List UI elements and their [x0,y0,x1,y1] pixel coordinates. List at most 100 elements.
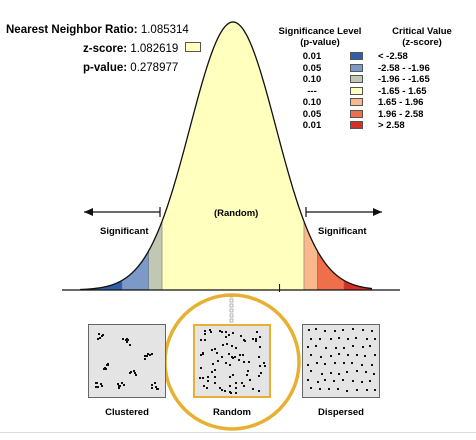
pattern-point [255,338,258,341]
pattern-point [227,353,230,356]
pattern-point [351,328,354,330]
p-value-row: p-value: 0.278977 [83,58,178,78]
pattern-point [232,357,235,360]
pattern-point [206,379,209,382]
nnr-value: 1.085314 [140,24,189,36]
pattern-point [309,387,312,390]
pattern-point [150,386,153,389]
pattern-point [258,345,261,348]
pattern-point [121,382,124,385]
legend-swatch [350,121,363,129]
pattern-point [345,370,348,373]
pattern-point [203,385,206,388]
pattern-point [218,387,221,390]
pattern-point [200,367,202,370]
pattern-point [203,339,206,342]
pattern-point [242,384,245,387]
pattern-point [151,384,154,386]
pattern-point [347,337,350,340]
pattern-point [224,389,226,392]
pattern-point [221,343,224,346]
pattern-point [238,354,241,357]
pattern-point [364,354,367,357]
pattern-point [216,352,219,354]
clustered-label: Clustered [105,407,149,418]
pattern-point [128,372,131,375]
pattern-point [231,374,234,376]
legend-level: 0.05 [302,62,322,74]
legend-critical: -2.58 - -1.96 [378,62,430,74]
pattern-point [126,338,129,341]
pattern-point [229,390,232,393]
pattern-point [221,388,223,391]
pattern-point [247,360,250,363]
pattern-point [251,337,254,340]
pattern-point [337,337,340,339]
pattern-point [118,384,121,387]
pattern-point [346,389,349,392]
pattern-point [354,337,357,340]
pattern-point [258,365,261,368]
pattern-point [134,374,137,376]
pattern-point [323,329,326,332]
pattern-point [373,372,376,375]
footer-divider [0,432,476,433]
pattern-point [203,330,206,333]
connector-dot [229,313,234,318]
pattern-point [242,338,245,341]
pattern-point [374,337,377,340]
random-center-label: (Random) [214,208,259,219]
pattern-point [125,340,128,343]
pattern-point [144,358,146,361]
legend-critical: 1.65 - 1.96 [378,97,424,108]
pattern-point [310,337,313,340]
pattern-point [362,345,365,348]
pattern-point [316,361,318,364]
curve-outline [79,21,373,291]
z-score-swatch [185,42,202,52]
pattern-point [234,382,237,385]
pattern-point [329,354,332,357]
pattern-point [338,372,341,375]
pattern-point [116,383,119,386]
pattern-point [100,335,103,337]
pattern-point [155,386,158,388]
connector-dot [229,318,234,323]
pattern-point [229,364,231,367]
clustered-pattern-box [88,324,166,398]
pattern-point [146,353,149,356]
pattern-point [373,389,376,392]
pattern-point [327,388,330,390]
pattern-point [213,369,216,372]
pattern-point [309,354,312,357]
pattern-point [148,353,151,356]
pattern-point [99,382,102,385]
pattern-point [370,329,373,332]
pattern-point [334,330,337,333]
pattern-point [259,372,262,375]
pattern-point [314,328,317,331]
pattern-point [209,331,212,334]
pattern-point [203,333,206,336]
pattern-point [153,381,156,384]
pattern-point [100,384,103,387]
pattern-point [321,373,323,375]
pattern-point [361,381,364,384]
legend-critical: < -2.58 [378,51,408,62]
pattern-point [264,364,267,367]
legend-swatch [350,98,363,106]
legend-critical: -1.96 - -1.65 [378,74,430,85]
pattern-point [94,382,97,384]
connector-dot [229,308,234,313]
pattern-point [125,339,127,342]
pattern-point [318,388,321,390]
pattern-point [96,382,99,385]
random-label: Random [213,407,251,418]
pattern-point [213,347,216,350]
pattern-point [307,363,310,366]
pattern-point [330,372,332,375]
pattern-point [342,347,345,350]
pattern-point [374,353,377,356]
z-score-value: 1.082619 [130,43,179,55]
pattern-point [362,329,365,332]
